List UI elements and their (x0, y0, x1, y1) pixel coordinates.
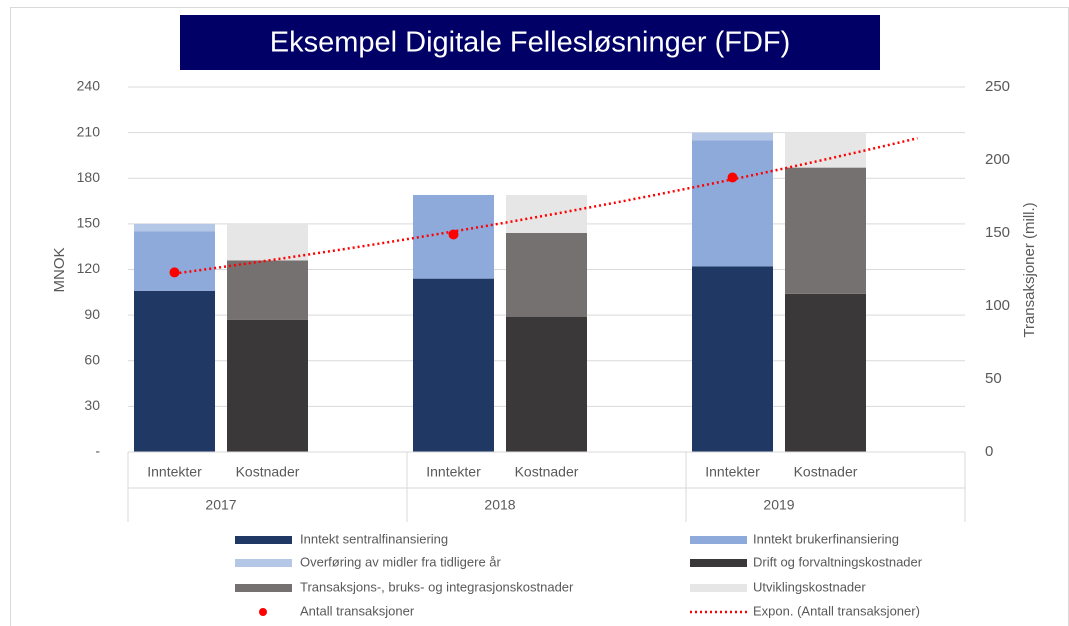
legend-swatch (690, 536, 747, 544)
chart-title: Eksempel Digitale Fellesløsninger (FDF) (270, 27, 791, 59)
x-tick-label: Kostnader (236, 464, 300, 480)
y-tick-label: 180 (77, 169, 101, 185)
bar-segment (692, 132, 773, 141)
trendline (174, 136, 918, 275)
y-tick-label: 240 (77, 78, 101, 94)
legend-label: Inntekt brukerfinansiering (753, 531, 899, 546)
legend-label: Utviklingskostnader (753, 579, 866, 594)
bar-segment (227, 260, 308, 320)
x-tick-label: Inntekter (147, 464, 202, 480)
y-tick-label: - (95, 443, 100, 459)
group-label: 2019 (763, 497, 794, 513)
y2-tick-label: 200 (985, 151, 1010, 168)
bar-segment (227, 319, 308, 452)
legend-label: Antall transaksjoner (300, 603, 415, 618)
bar-segment (692, 266, 773, 452)
y-tick-label: 120 (77, 260, 101, 276)
x-tick-label: Inntekter (705, 464, 760, 480)
bar-segment (227, 223, 308, 261)
legend-swatch (235, 536, 292, 544)
bar-segment (134, 223, 215, 232)
y-axis-label: MNOK (51, 248, 68, 293)
bar-segment (506, 194, 587, 233)
legend-label: Inntekt sentralfinansiering (300, 531, 448, 546)
legend-label: Overføring av midler fra tidligere år (300, 554, 502, 569)
bar-segment (134, 290, 215, 452)
legend-swatch (235, 559, 292, 567)
legend-label: Drift og forvaltningskostnader (753, 554, 923, 569)
x-tick-label: Kostnader (515, 464, 579, 480)
scatter-point (727, 172, 738, 183)
y-tick-label: 210 (77, 123, 101, 139)
y2-tick-label: 250 (985, 78, 1010, 95)
y-tick-label: 150 (77, 215, 101, 231)
legend-swatch (259, 608, 267, 616)
y-tick-label: 30 (84, 397, 100, 413)
x-tick-label: Kostnader (794, 464, 858, 480)
x-tick-label: Inntekter (426, 464, 481, 480)
title-box (180, 15, 880, 70)
legend-label: Transaksjons-, bruks- og integrasjonskos… (300, 579, 574, 594)
group-label: 2018 (484, 497, 515, 513)
bar-segment (506, 316, 587, 452)
y-tick-label: 90 (84, 306, 100, 322)
bar-segment (506, 233, 587, 317)
legend-label: Expon. (Antall transaksjoner) (753, 603, 920, 618)
scatter-point (169, 267, 180, 278)
bar-segment (692, 140, 773, 267)
legend-swatch (690, 584, 747, 592)
legend-swatch (690, 559, 747, 567)
scatter-point (448, 229, 459, 240)
bar-segment (785, 132, 866, 168)
legend-swatch (235, 584, 292, 592)
y2-axis-label: Transaksjoner (mill.) (1021, 202, 1038, 337)
y-tick-label: 60 (84, 351, 100, 367)
bar-segment (785, 167, 866, 294)
bar-segment (134, 231, 215, 291)
y2-tick-label: 50 (985, 370, 1002, 387)
y2-tick-label: 100 (985, 297, 1010, 314)
group-label: 2017 (205, 497, 236, 513)
bar-segment (785, 293, 866, 452)
y2-tick-label: 0 (985, 443, 993, 460)
y2-tick-label: 150 (985, 224, 1010, 241)
bar-segment (413, 278, 494, 452)
